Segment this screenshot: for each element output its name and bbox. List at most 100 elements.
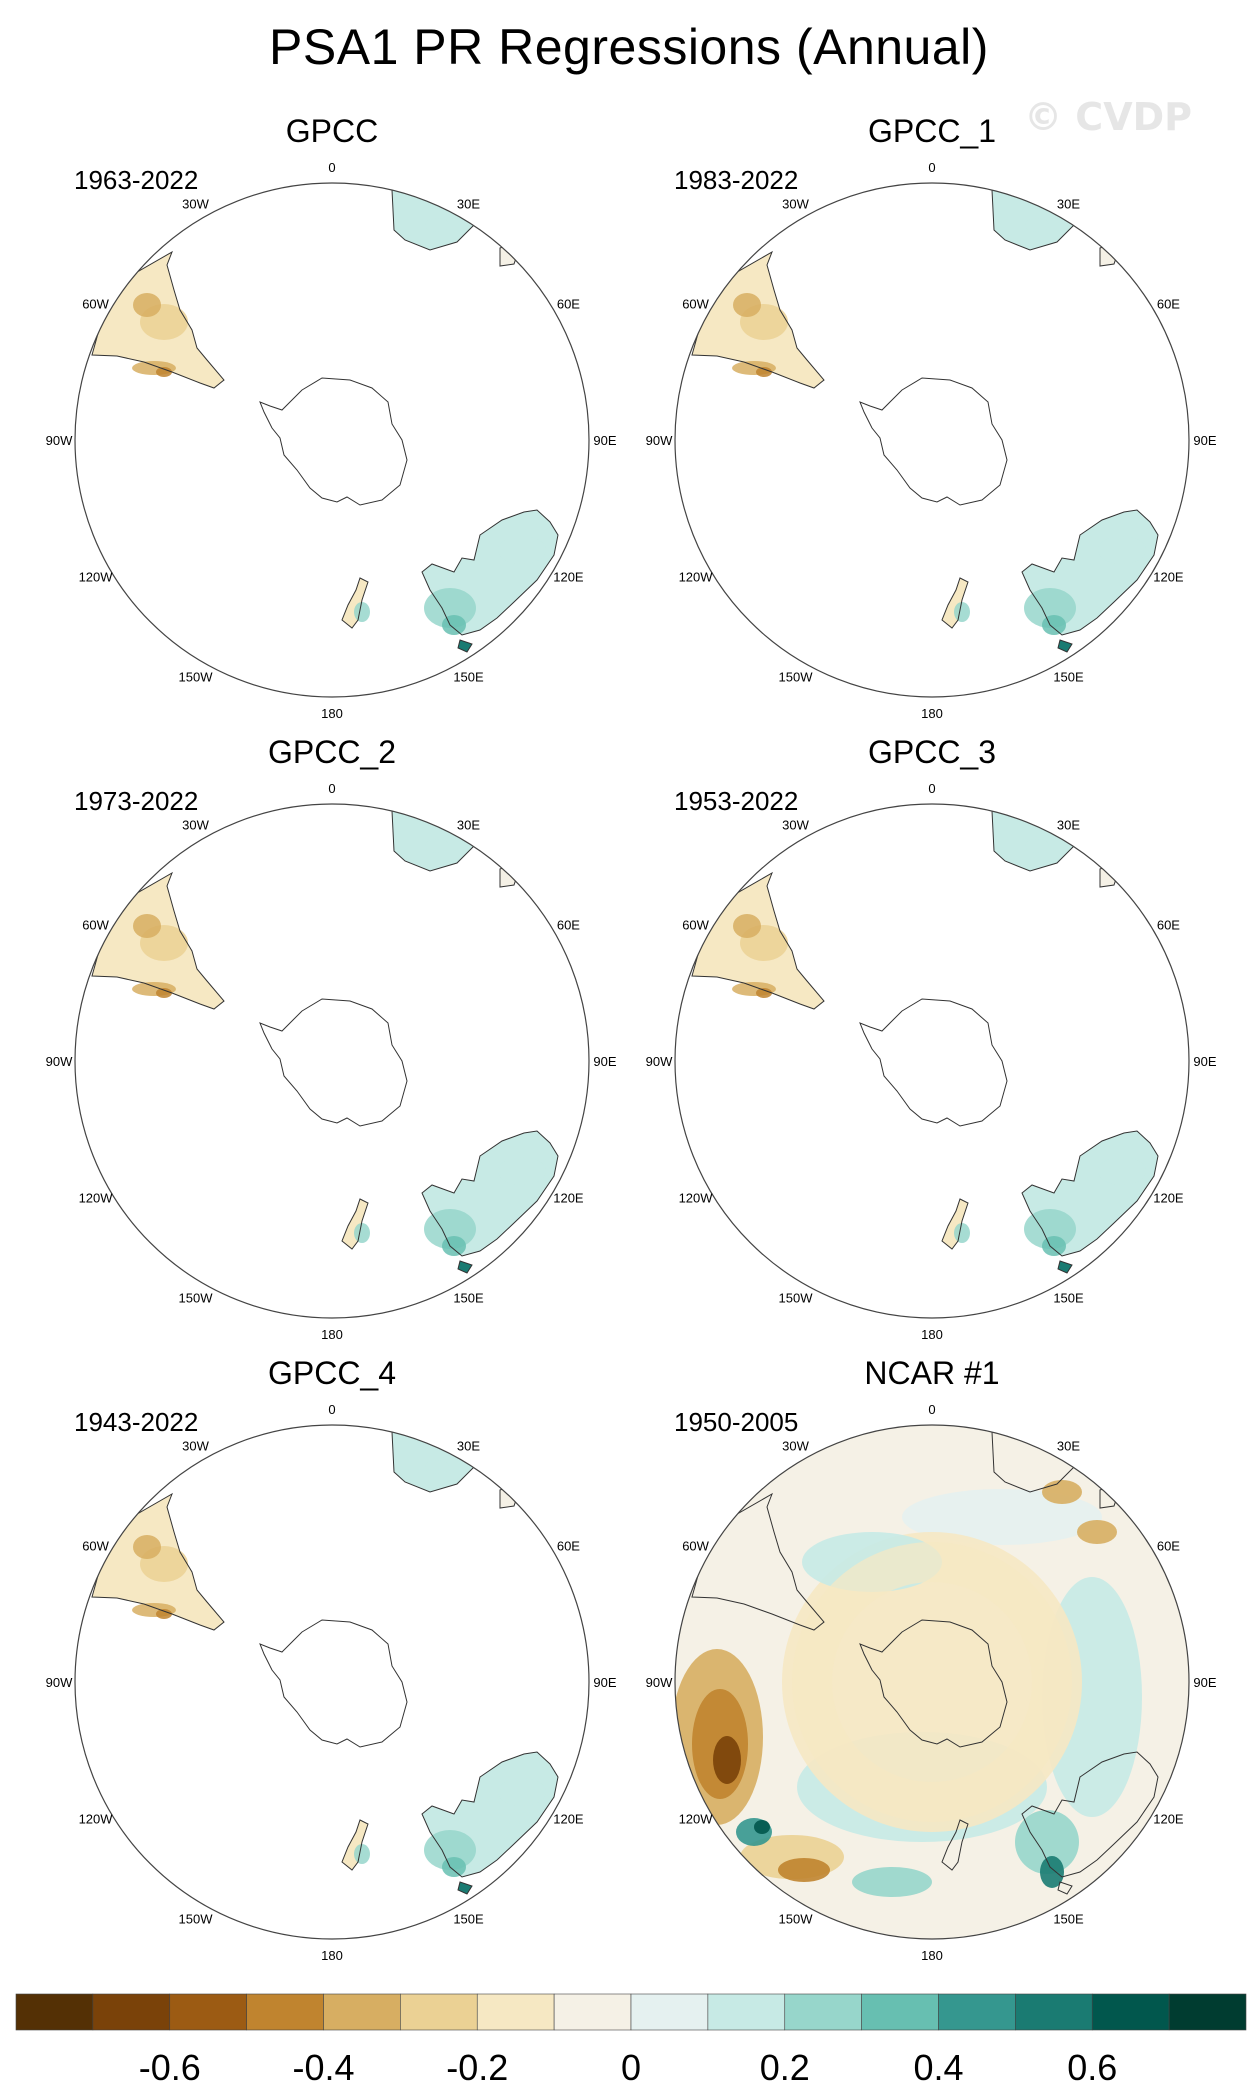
- map-panel: 0 30E 60E 90E 120E 150E 180 150W 120W 90W 60W 30W GP…: [46, 113, 617, 721]
- lon-label: 0: [928, 1402, 935, 1417]
- lon-label: 30W: [182, 1439, 209, 1454]
- lon-label: 30W: [782, 197, 809, 212]
- colorbar-swatch: [246, 1993, 324, 2031]
- anomaly-contour: [498, 1778, 546, 1806]
- samerica-coastline: [691, 250, 825, 389]
- nz-field: [342, 1820, 368, 1870]
- colorbar-tick-label: -0.2: [446, 2047, 508, 2088]
- colorbar-swatch: [784, 1993, 862, 2031]
- anomaly-contour: [1042, 1480, 1082, 1504]
- madagascar-field: [500, 1482, 522, 1508]
- colorbar-swatch: [92, 1993, 171, 2031]
- tasmania-coastline: [457, 1260, 473, 1274]
- antarctica-coastline: [859, 377, 1008, 506]
- anomaly-contour: [156, 367, 172, 377]
- anomaly-contour: [424, 1830, 476, 1870]
- colorbar-tick-label: 0.2: [760, 2047, 810, 2088]
- lon-label: 60W: [82, 1539, 109, 1554]
- anomaly-contour: [1040, 1856, 1064, 1888]
- colorbar-swatch: [169, 1993, 247, 2031]
- lon-label: 0: [328, 160, 335, 175]
- lon-label: 120E: [553, 570, 584, 585]
- madagascar-field: [1100, 240, 1122, 266]
- anomaly-contour: [156, 988, 172, 998]
- anomaly-contour: [1025, 218, 1049, 232]
- anomaly-contour: [902, 1489, 1102, 1545]
- anomaly-contour: [133, 293, 161, 317]
- lon-label: 150W: [779, 1911, 814, 1926]
- panel-title: NCAR #1: [864, 1355, 999, 1391]
- lon-label: 120E: [1153, 570, 1184, 585]
- lon-label: 30E: [457, 197, 480, 212]
- anomaly-ring: [792, 1542, 1072, 1822]
- lon-label: 180: [321, 1327, 343, 1342]
- colorbar-swatch: [476, 1993, 555, 2031]
- panel-period: 1983-2022: [674, 165, 798, 195]
- anomaly-contour: [425, 839, 449, 853]
- colorbar-swatch: [1091, 1993, 1170, 2031]
- panel-period: 1943-2022: [74, 1407, 198, 1437]
- lon-label: 90W: [46, 433, 73, 448]
- tasmania-coastline: [1057, 1260, 1073, 1274]
- lon-label: 150W: [779, 669, 814, 684]
- lon-label: 120W: [679, 1191, 714, 1206]
- lon-label: 120E: [553, 1812, 584, 1827]
- anomaly-contour: [1098, 1157, 1146, 1185]
- antarctica-coastline: [259, 377, 408, 506]
- map-boundary: [74, 803, 590, 1319]
- lon-label: 60E: [1157, 297, 1180, 312]
- anomaly-contour: [954, 602, 970, 622]
- anomaly-contour: [133, 1535, 161, 1559]
- lon-label: 90W: [646, 433, 673, 448]
- lon-label: 30W: [782, 1439, 809, 1454]
- anomaly-contour: [424, 588, 476, 628]
- anomaly-contour: [1042, 615, 1066, 635]
- lon-label: 60W: [682, 1539, 709, 1554]
- nz-field: [342, 578, 368, 628]
- panel-title: GPCC_4: [268, 1355, 396, 1391]
- anomaly-contour: [954, 1223, 970, 1243]
- nz-coastline: [941, 1198, 969, 1250]
- lon-label: 90W: [646, 1675, 673, 1690]
- australia-coastline: [1021, 1751, 1159, 1878]
- antarctica-coastline: [259, 998, 408, 1127]
- lon-label: 150W: [779, 1290, 814, 1305]
- map-panel: 0 30E 60E 90E 120E 150E 180 150W 120W 90W 60W 30W GP…: [646, 113, 1217, 721]
- lon-label: 120W: [679, 1812, 714, 1827]
- anomaly-contour: [354, 1223, 370, 1243]
- panel-title: GPCC_3: [868, 734, 996, 770]
- anomaly-contour: [156, 1609, 172, 1619]
- lon-label: 180: [921, 1327, 943, 1342]
- australia-coastline: [1021, 1130, 1159, 1257]
- lon-label: 90E: [1193, 1054, 1216, 1069]
- anomaly-contour: [754, 1820, 770, 1834]
- anomaly-contour: [425, 218, 449, 232]
- samerica-coastline: [691, 871, 825, 1010]
- tasmania-coastline: [457, 1881, 473, 1895]
- map-boundary: [674, 803, 1190, 1319]
- colorbar: -0.6 -0.4 -0.2 0 0.2 0.4 0.6: [15, 1993, 1247, 2088]
- lon-label: 60W: [682, 297, 709, 312]
- lon-label: 120E: [553, 1191, 584, 1206]
- anomaly-contour: [1024, 588, 1076, 628]
- colorbar-swatch: [630, 1993, 709, 2031]
- lon-label: 150E: [1053, 669, 1084, 684]
- anomaly-contour: [1025, 839, 1049, 853]
- lon-label: 120E: [1153, 1812, 1184, 1827]
- anomaly-contour: [442, 1236, 466, 1256]
- nz-field: [942, 1199, 968, 1249]
- lon-label: 0: [928, 781, 935, 796]
- panel-period: 1950-2005: [674, 1407, 798, 1437]
- lon-label: 30W: [182, 818, 209, 833]
- lon-label: 90E: [1193, 433, 1216, 448]
- colorbar-tick-label: -0.6: [139, 2047, 201, 2088]
- australia-coastline: [1021, 509, 1159, 636]
- colorbar-tick-label: -0.4: [292, 2047, 354, 2088]
- tasmania-coastline: [457, 639, 473, 653]
- lon-label: 60E: [557, 918, 580, 933]
- lon-label: 0: [928, 160, 935, 175]
- australia-coastline: [421, 509, 559, 636]
- nz-coastline: [341, 577, 369, 629]
- samerica-coastline: [91, 1492, 225, 1631]
- nz-field: [942, 578, 968, 628]
